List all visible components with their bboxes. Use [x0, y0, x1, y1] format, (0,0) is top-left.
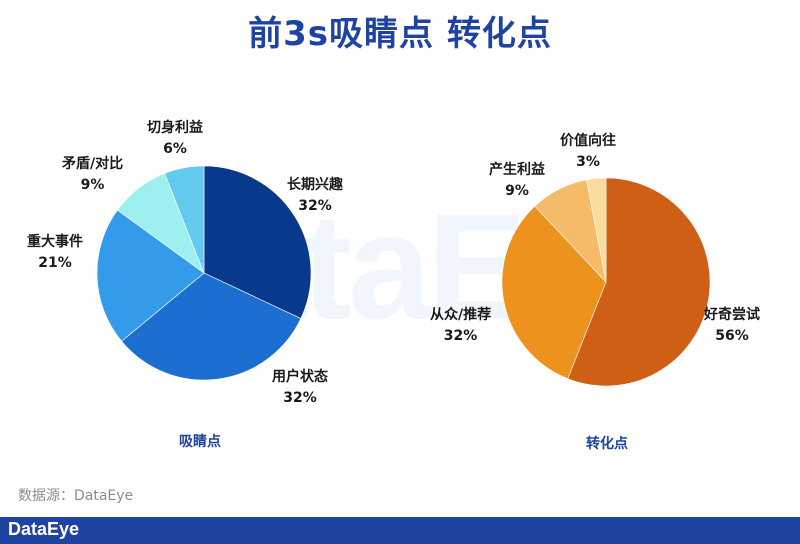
page-title: 前3s吸睛点 转化点 — [248, 14, 552, 54]
pie2-label-0-value: 56% — [715, 328, 749, 344]
pie1-label-2-value: 21% — [38, 255, 72, 271]
pie1-label-1-name: 用户状态 — [272, 369, 328, 385]
footer-bar: DataEye — [0, 517, 800, 544]
pie1-slice-1 — [121, 272, 302, 381]
pie1-label-4: 切身利益 6% — [147, 118, 203, 160]
pie1-slice-0 — [203, 165, 312, 319]
pie2-label-3: 价值向往 3% — [560, 131, 616, 173]
pie2-label-3-value: 3% — [576, 154, 600, 170]
pie1-label-4-name: 切身利益 — [147, 120, 203, 136]
pie1-label-3-name: 矛盾/对比 — [62, 156, 124, 172]
pie1-label-1: 用户状态 32% — [272, 367, 328, 409]
pie2-caption: 转化点 — [586, 436, 628, 452]
pie2-label-1: 从众/推荐 32% — [430, 305, 491, 347]
footer-logo: DataEye — [8, 519, 80, 539]
pie2-label-1-value: 32% — [443, 328, 478, 344]
pie2-label-2: 产生利益 9% — [489, 160, 545, 202]
pie1-label-2-name: 重大事件 — [27, 234, 83, 250]
pie1-label-0-value: 32% — [298, 198, 332, 214]
pie1-label-0: 长期兴趣 32% — [287, 175, 343, 217]
pie2-label-2-value: 9% — [505, 183, 529, 199]
pie1-caption: 吸睛点 — [179, 434, 221, 450]
pie1-label-3-value: 9% — [80, 177, 105, 193]
pie2-slice-1 — [501, 205, 607, 380]
pie2-slice-3 — [586, 177, 607, 283]
pie1-slice-2 — [96, 209, 205, 342]
pie2-label-2-name: 产生利益 — [489, 162, 545, 178]
pie1-label-4-value: 6% — [163, 141, 187, 157]
source-note: 数据源：DataEye — [18, 488, 134, 504]
pie1-label-1-value: 32% — [283, 390, 317, 406]
pie1-label-2: 重大事件 21% — [27, 232, 83, 274]
pie1-label-3: 矛盾/对比 9% — [62, 154, 123, 196]
pie1-slice-4 — [164, 165, 205, 274]
pie1-label-0-name: 长期兴趣 — [287, 177, 343, 193]
pie2-slice-0 — [567, 177, 711, 387]
pie2-label-0-name: 好奇尝试 — [704, 307, 760, 323]
pie2-label-0: 好奇尝试 56% — [704, 305, 760, 347]
pie2-label-3-name: 价值向往 — [560, 133, 616, 149]
pie2-label-1-name: 从众/推荐 — [430, 307, 492, 323]
